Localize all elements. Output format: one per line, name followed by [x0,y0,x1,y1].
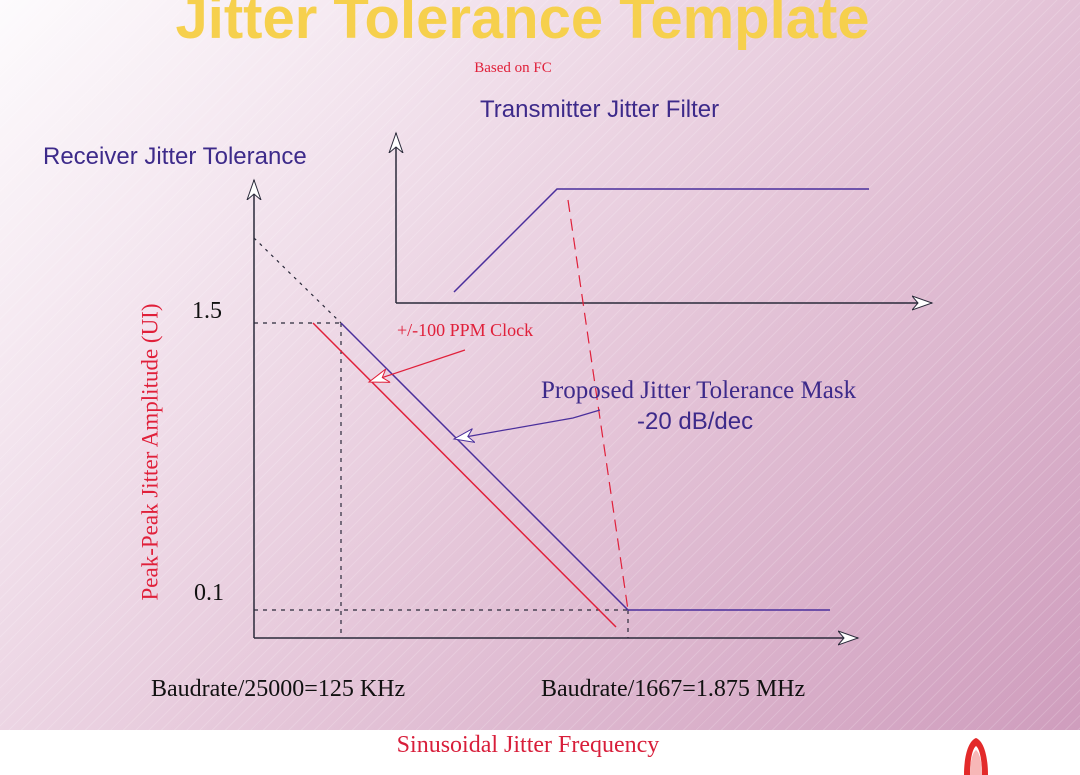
slide-title: Jitter Tolerance Template [175,0,870,51]
tolerance-diagram-title: Receiver Jitter Tolerance [43,143,307,170]
tolerance-mask-curve [340,322,830,611]
ppm-clock-label: +/-100 PPM Clock [397,320,534,340]
guide-extrapolation [253,237,342,324]
slide: Jitter Tolerance Template Based on FC Tr… [0,0,1080,730]
x-tick-125khz: Baudrate/25000=125 KHz [151,676,406,702]
mask-pointer [454,409,601,439]
red-arch-logo-icon [964,738,988,775]
x-tick-1-875mhz: Baudrate/1667=1.875 MHz [541,676,806,702]
ppm-clock-pointer [369,349,466,382]
x-axis-label: Sinusoidal Jitter Frequency [396,732,660,758]
y-axis-label: Peak-Peak Jitter Amplitude (UI) [137,303,163,601]
mask-label: Proposed Jitter Tolerance Mask [541,377,857,404]
y-tick-1-5: 1.5 [192,298,222,324]
ppm-clock-line [312,322,617,628]
jitter-diagram [0,0,1080,730]
slide-subtitle: Based on FC [474,60,552,76]
y-tick-0-1: 0.1 [194,580,224,606]
corner-frequency-connector [567,199,629,611]
filter-diagram-title: Transmitter Jitter Filter [480,96,720,123]
filter-response-curve [453,188,869,293]
slope-label: -20 dB/dec [637,408,754,435]
